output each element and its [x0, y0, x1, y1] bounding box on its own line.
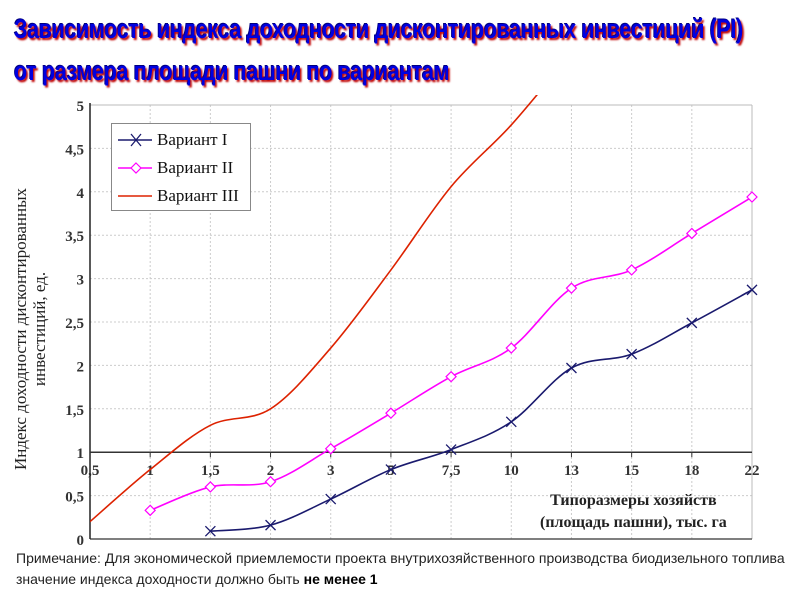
series-line-1 — [210, 289, 753, 532]
series-line-3 — [90, 95, 538, 523]
legend-item-variant-2: Вариант II — [112, 158, 233, 178]
y-tick-label: 2,5 — [65, 316, 84, 332]
legend-label: Вариант II — [157, 158, 234, 177]
y-tick-label: 5 — [77, 99, 85, 115]
x-tick-label: 3 — [327, 463, 335, 479]
data-point-x-marker — [445, 444, 457, 456]
data-point-diamond-marker — [324, 442, 337, 455]
x-tick-label: 13 — [564, 463, 579, 479]
x-axis-label-line2: (площадь пашни), тыс. га — [540, 514, 727, 531]
note-text: Примечание: Для экономической приемлемос… — [16, 550, 785, 587]
legend: Вариант I Вариант II Вариант III — [111, 123, 251, 211]
data-point-diamond-marker — [505, 342, 518, 354]
data-point-diamond-marker — [746, 191, 758, 203]
note: Примечание: Для экономической приемлемос… — [16, 548, 800, 590]
title-line-1: Зависимость индекса доходности дисконтир… — [14, 14, 743, 44]
legend-label: Вариант III — [157, 186, 239, 205]
data-point-diamond-marker — [685, 227, 698, 240]
x-tick-label: 18 — [684, 463, 699, 479]
title-line-2: от размера площади пашни по вариантам — [14, 56, 450, 86]
data-point-diamond-marker — [565, 282, 578, 294]
y-tick-label: 2 — [77, 359, 85, 375]
data-point-x-marker — [385, 464, 397, 476]
data-point-diamond-marker — [264, 475, 277, 488]
legend-item-variant-3: Вариант III — [112, 186, 239, 206]
y-axis-label: Индекс доходности дисконтированных инвес… — [11, 187, 49, 471]
data-point-x-marker — [565, 362, 577, 374]
y-tick-label: 3 — [77, 273, 85, 289]
x-tick-label: 5 — [387, 463, 395, 479]
data-point-diamond-marker — [204, 481, 217, 493]
legend-item-variant-1: Вариант I — [112, 130, 227, 150]
y-tick-label: 4 — [77, 186, 85, 202]
note-bold: не менее 1 — [303, 571, 378, 587]
data-point-diamond-marker — [625, 264, 638, 276]
diamond-marker-icon — [118, 162, 152, 174]
data-point-diamond-marker — [445, 370, 457, 383]
x-axis-label: Типоразмеры хозяйств (площадь пашни), ты… — [540, 490, 727, 534]
y-tick-label: 0,5 — [65, 490, 84, 506]
x-tick-label: 1,5 — [201, 463, 220, 479]
data-point-diamond-marker — [385, 407, 397, 419]
y-tick-label: 3,5 — [65, 229, 84, 245]
data-point-x-marker — [505, 416, 517, 428]
data-point-x-marker — [204, 525, 216, 537]
x-marker-icon — [118, 133, 152, 147]
y-tick-label: 1,5 — [65, 403, 84, 419]
x-tick-label: 15 — [624, 463, 639, 479]
y-tick-label: 4,5 — [65, 142, 84, 158]
legend-label: Вариант I — [157, 130, 228, 149]
data-point-x-marker — [626, 348, 638, 360]
data-point-x-marker — [746, 284, 758, 296]
line-marker-icon — [118, 195, 152, 197]
y-tick-label: 1 — [77, 446, 85, 462]
data-point-x-marker — [686, 317, 698, 329]
x-tick-label: 7,5 — [442, 463, 461, 479]
x-axis-label-line1: Типоразмеры хозяйств — [550, 492, 717, 509]
x-tick-label: 2 — [267, 463, 275, 479]
x-tick-label: 1 — [146, 463, 154, 479]
data-point-x-marker — [265, 519, 277, 531]
data-point-x-marker — [325, 493, 337, 505]
y-tick-label: 0 — [77, 533, 85, 549]
x-tick-label: 10 — [504, 463, 519, 479]
data-point-diamond-marker — [144, 504, 157, 517]
